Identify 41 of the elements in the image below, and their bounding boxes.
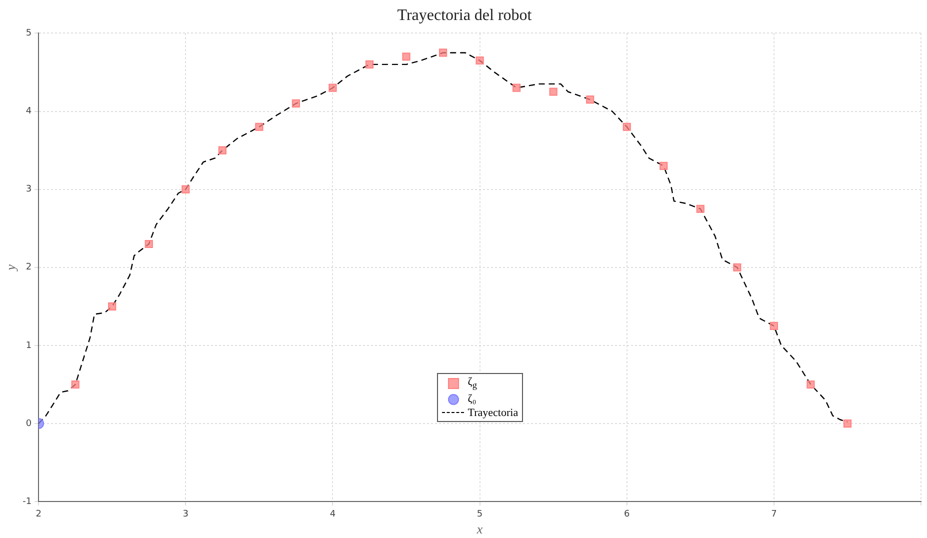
point: [218, 146, 226, 154]
x-tick-label: 3: [182, 509, 189, 520]
point: [182, 185, 190, 194]
y-tick-label: 2: [26, 262, 32, 273]
x-tick-label: 2: [36, 509, 42, 520]
point: [622, 122, 631, 131]
point: [144, 240, 153, 248]
point: [438, 48, 448, 57]
y-tick-label: 5: [26, 28, 32, 39]
y-tick-label: 3: [26, 184, 32, 195]
y-tick-label: 1: [26, 340, 32, 351]
legend-label: ζ$_{g}$: [468, 374, 477, 392]
x-axis-title: x: [476, 522, 483, 537]
point: [549, 88, 558, 96]
point: [402, 52, 410, 61]
point: [512, 84, 521, 92]
x-tick-label: 4: [330, 509, 336, 520]
y-tick-label: 4: [26, 106, 32, 117]
point: [660, 162, 668, 170]
point: [255, 122, 264, 131]
point: [696, 204, 704, 213]
point: [586, 96, 594, 104]
legend-label: Trayectoria: [468, 406, 518, 420]
point: [108, 302, 116, 310]
point: [365, 60, 374, 68]
y-tick-label: -1: [22, 496, 32, 507]
legend-label: ζ₀: [468, 392, 476, 406]
chart-title: Trayectoria del robot: [397, 6, 532, 24]
y-axis-title: y: [3, 264, 18, 272]
x-tick-label: 7: [771, 509, 777, 520]
point: [476, 56, 484, 65]
point: [806, 380, 815, 389]
point: [770, 322, 778, 330]
point: [328, 84, 337, 92]
y-tick-label: 0: [26, 418, 32, 429]
point: [843, 420, 852, 428]
x-tick-label: 5: [476, 509, 483, 520]
point: [292, 99, 300, 108]
x-tick-label: 6: [624, 509, 630, 520]
point: [733, 263, 742, 272]
point: [71, 380, 80, 389]
